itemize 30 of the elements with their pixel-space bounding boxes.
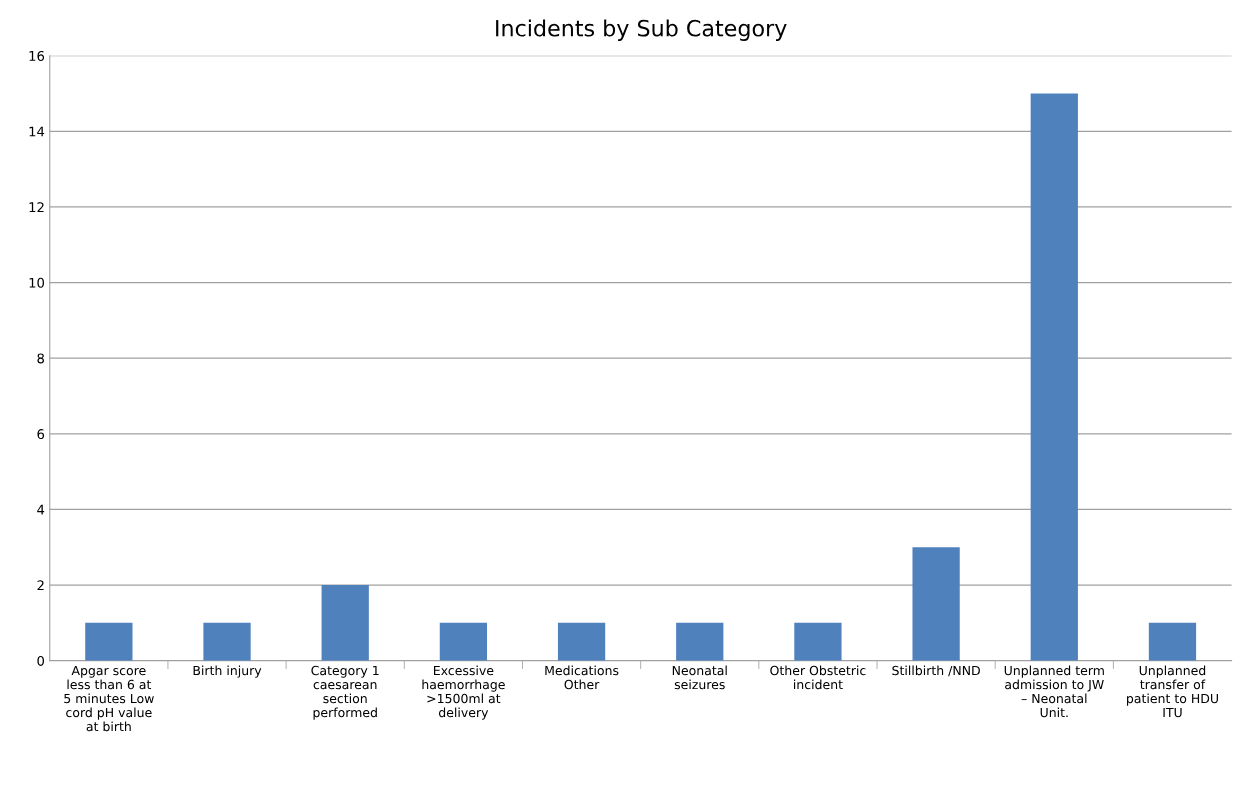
x-tick-label: Category 1 caesarean section performed xyxy=(311,665,379,720)
y-tick-label: 6 xyxy=(37,429,45,440)
bar xyxy=(85,622,133,661)
bar xyxy=(912,547,960,661)
x-tick-label: Medications Other xyxy=(545,665,619,690)
bar xyxy=(676,622,724,661)
y-tick-label: 10 xyxy=(29,277,45,288)
bar xyxy=(557,622,606,661)
bar xyxy=(1030,93,1078,661)
x-tick-label: Other Obstetric incident xyxy=(770,665,866,690)
x-tick-label: Apgar score less than 6 at 5 minutes Low cord pH value at birth xyxy=(64,665,154,732)
x-tick-label: Excessive haemorrhage >1500ml at delivery xyxy=(422,665,505,720)
y-tick-label: 8 xyxy=(37,353,44,364)
x-tick-label: Unplanned transfer of patient to HDU ITU xyxy=(1127,665,1218,718)
x-tick-label: Unplanned term admission to JW – Neonatal Unit. xyxy=(1004,665,1104,718)
bar xyxy=(1148,622,1197,661)
bar xyxy=(321,585,369,661)
chart-title: Incidents by Sub Category xyxy=(496,19,787,41)
bar xyxy=(794,622,842,661)
y-tick-label: 12 xyxy=(29,202,44,212)
y-tick-label: 2 xyxy=(37,580,44,591)
x-tick-label: Birth injury xyxy=(193,665,262,678)
y-tick-label: 14 xyxy=(29,126,45,137)
x-tick-label: Stillbirth /NND xyxy=(892,665,980,677)
y-tick-label: 16 xyxy=(29,50,45,61)
x-tick-label: Neonatal seizures xyxy=(672,665,727,690)
bar xyxy=(439,622,488,661)
bar xyxy=(203,622,251,661)
y-tick-label: 4 xyxy=(37,504,45,515)
y-tick-label: 0 xyxy=(37,655,45,666)
